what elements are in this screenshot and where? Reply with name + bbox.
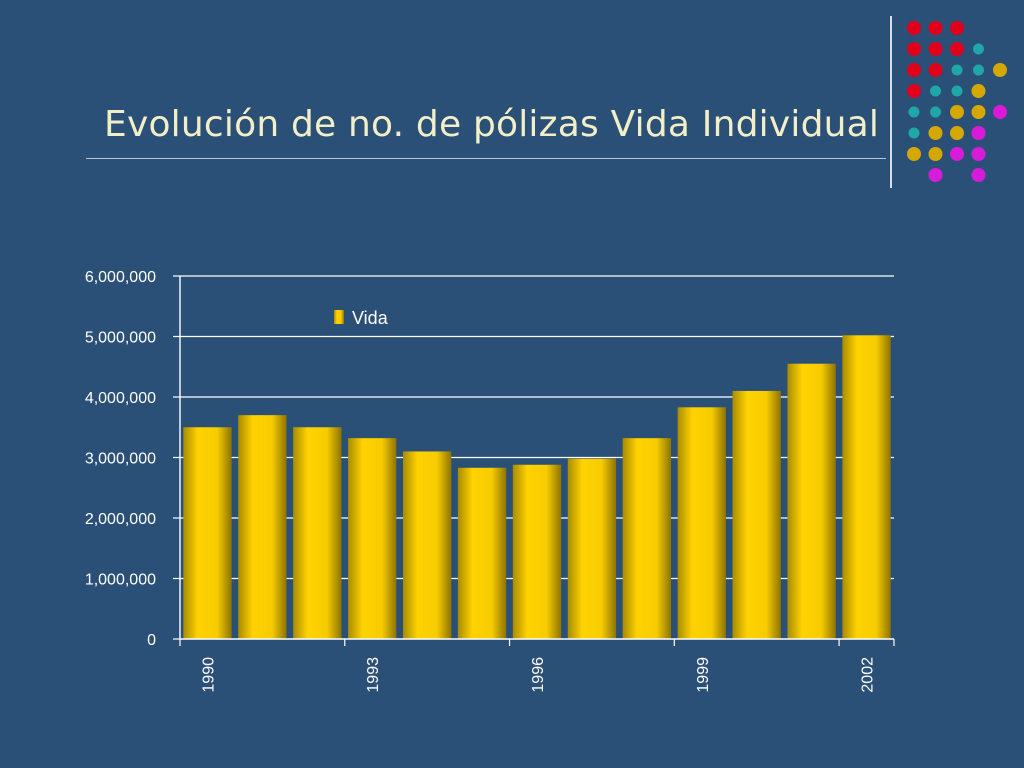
y-tick-label: 0 — [147, 632, 156, 649]
y-tick-label: 6,000,000 — [85, 269, 156, 286]
x-tick-label: 1993 — [365, 657, 382, 693]
legend-label: Vida — [352, 308, 389, 328]
bar — [622, 438, 672, 639]
bar — [677, 407, 726, 639]
x-tick-label: 1999 — [695, 657, 712, 693]
axes: 0 1,000,000 2,000,000 3,000,000 4,000,000 5,0… — [85, 269, 895, 693]
y-tick-label: 4,000,000 — [85, 390, 156, 407]
legend: Vida — [334, 308, 389, 328]
bar — [787, 363, 836, 639]
x-tick-label: 2002 — [860, 657, 877, 693]
y-tick-label: 3,000,000 — [85, 451, 156, 468]
bar — [402, 451, 452, 639]
bar — [183, 427, 232, 639]
slide-title: Evolución de no. de pólizas Vida Individ… — [104, 104, 880, 145]
legend-swatch — [334, 310, 344, 324]
bar — [512, 464, 562, 639]
y-tick-label: 5,000,000 — [85, 330, 156, 347]
bar — [293, 427, 342, 639]
bars — [183, 335, 891, 639]
bar — [842, 335, 891, 639]
x-tick-label: 1990 — [200, 657, 217, 693]
bar — [567, 458, 617, 639]
x-tick-label: 1996 — [530, 657, 547, 693]
title-underline — [86, 158, 886, 159]
bar — [732, 390, 781, 639]
y-tick-label: 1,000,000 — [85, 572, 156, 589]
bar — [238, 415, 287, 639]
bar — [348, 438, 397, 639]
vertical-divider — [890, 16, 892, 188]
y-tick-label: 2,000,000 — [85, 511, 156, 528]
bar — [457, 467, 507, 639]
